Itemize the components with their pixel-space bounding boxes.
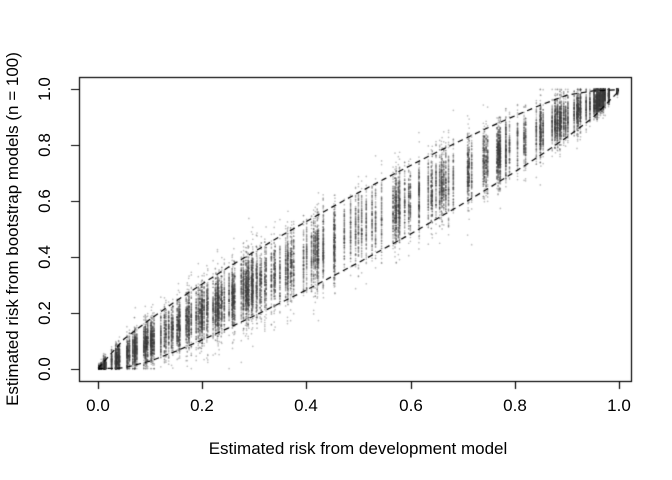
- x-tick-label: 0.8: [503, 396, 527, 415]
- y-axis-title: Estimated risk from bootstrap models (n …: [3, 52, 22, 406]
- y-tick-label: 0.0: [35, 357, 54, 381]
- x-tick-label: 0.2: [190, 396, 214, 415]
- x-axis-title: Estimated risk from development model: [208, 439, 508, 458]
- x-tick-label: 0.0: [86, 396, 110, 415]
- y-tick-label: 1.0: [35, 77, 54, 101]
- x-tick-label: 1.0: [607, 396, 631, 415]
- x-tick-label: 0.6: [399, 396, 423, 415]
- x-tick-label: 0.4: [294, 396, 318, 415]
- y-tick-label: 0.8: [35, 133, 54, 157]
- y-tick-label: 0.4: [35, 245, 54, 269]
- y-tick-label: 0.2: [35, 301, 54, 325]
- y-tick-label: 0.6: [35, 189, 54, 213]
